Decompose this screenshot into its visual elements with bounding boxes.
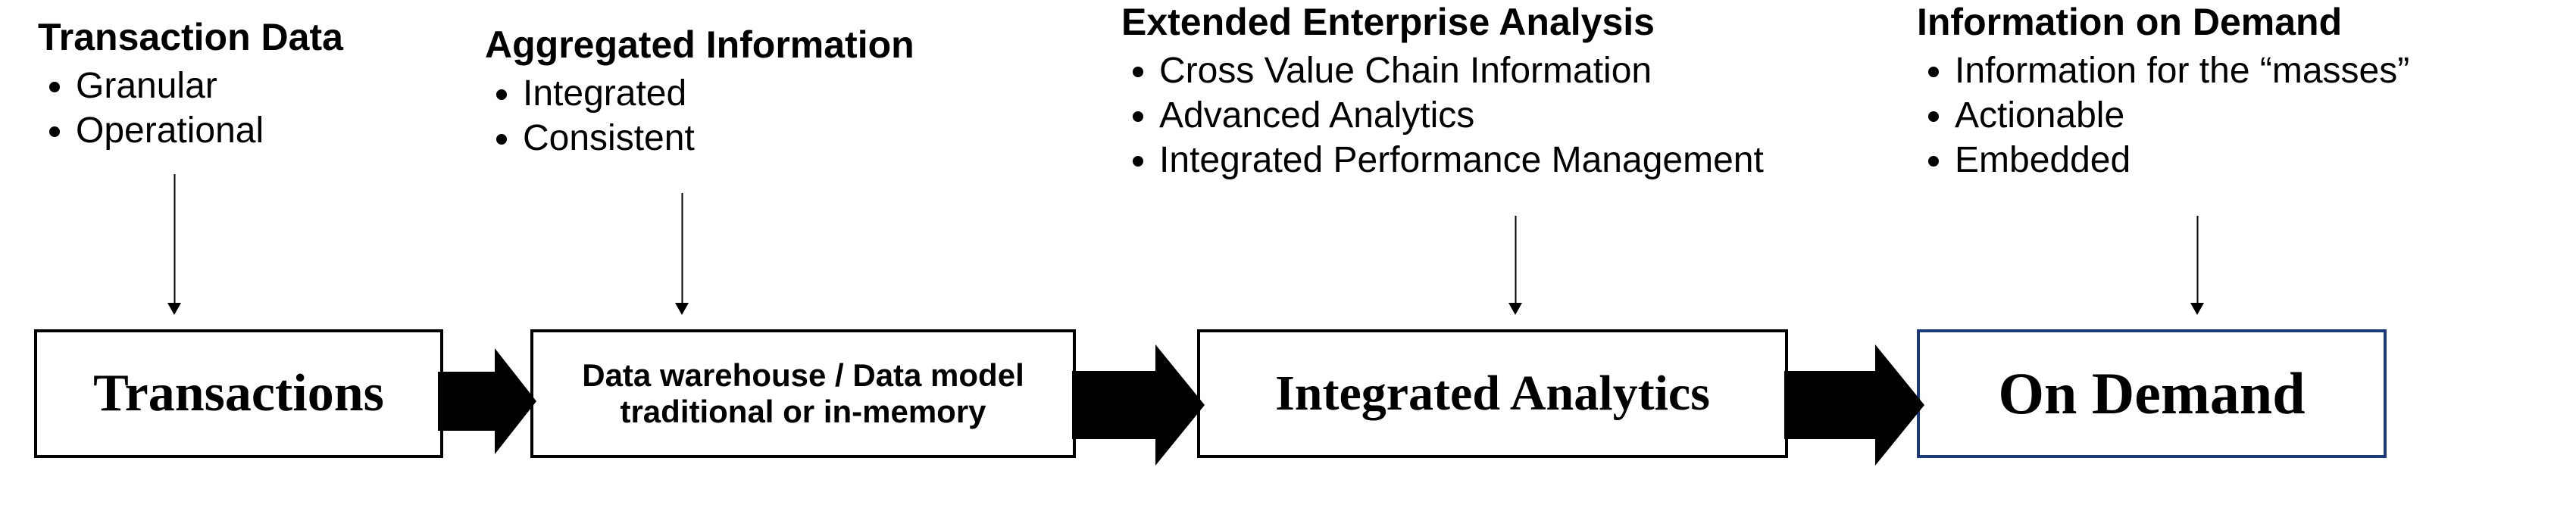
box-on-demand: On Demand (1917, 329, 2387, 458)
fat-arrow-icon (1784, 344, 1924, 466)
bullet-item: Granular (76, 65, 432, 107)
heading-transaction-data: Transaction Data (38, 15, 432, 59)
box-label: Integrated Analytics (1275, 365, 1710, 422)
bullet-item: Information for the “masses” (1955, 50, 2523, 92)
bullet-item: Integrated Performance Management (1159, 139, 1841, 181)
fat-arrow-icon (438, 348, 536, 454)
bullet-item: Actionable (1955, 95, 2523, 136)
bullets-transaction-data: Granular Operational (38, 65, 432, 151)
box-label: Transactions (93, 363, 384, 424)
heading-information-on-demand: Information on Demand (1917, 0, 2523, 44)
box-data-warehouse: Data warehouse / Data model traditional … (530, 329, 1076, 458)
box-transactions: Transactions (34, 329, 443, 458)
box-integrated-analytics: Integrated Analytics (1197, 329, 1788, 458)
bullet-item: Integrated (523, 73, 1000, 114)
bullets-aggregated-information: Integrated Consistent (485, 73, 1000, 159)
bullets-extended-enterprise-analysis: Cross Value Chain Information Advanced A… (1121, 50, 1841, 181)
bullets-information-on-demand: Information for the “masses” Actionable … (1917, 50, 2523, 181)
box-label: Data warehouse / Data model traditional … (549, 357, 1058, 430)
heading-extended-enterprise-analysis: Extended Enterprise Analysis (1121, 0, 1841, 44)
bullet-item: Embedded (1955, 139, 2523, 181)
column-extended-enterprise-analysis: Extended Enterprise Analysis Cross Value… (1121, 0, 1841, 184)
heading-aggregated-information: Aggregated Information (485, 23, 1000, 67)
fat-arrow-icon (1072, 344, 1205, 466)
bullet-item: Consistent (523, 117, 1000, 159)
column-transaction-data: Transaction Data Granular Operational (38, 15, 432, 154)
bullet-item: Operational (76, 110, 432, 151)
bullet-item: Advanced Analytics (1159, 95, 1841, 136)
column-aggregated-information: Aggregated Information Integrated Consis… (485, 23, 1000, 162)
column-information-on-demand: Information on Demand Information for th… (1917, 0, 2523, 184)
box-label: On Demand (1998, 360, 2305, 428)
bullet-item: Cross Value Chain Information (1159, 50, 1841, 92)
